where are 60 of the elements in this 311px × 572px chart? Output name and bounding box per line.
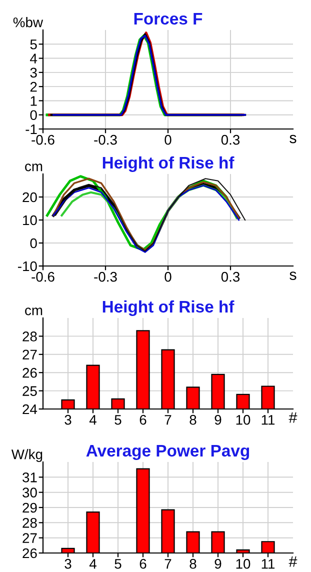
y-tick-label: 28 (22, 518, 37, 528)
y-tick-label: 25 (22, 386, 37, 396)
y-tick-label: 24 (22, 404, 38, 414)
x-tick-label: -0.6 (32, 134, 54, 145)
y-axis-title: W/kg (11, 449, 42, 462)
x-tick-label: 11 (262, 415, 275, 425)
y-tick-label: 5 (30, 40, 37, 50)
chart-title: Height of Rise hf (102, 156, 234, 172)
y-tick-label: 0 (30, 110, 37, 120)
x-tick-label: -0.6 (32, 272, 54, 282)
x-tick-label: 7 (164, 559, 172, 569)
x-tick-label: 5 (114, 559, 122, 569)
y-tick-label: 26 (22, 548, 37, 558)
y-tick-label: 0 (30, 238, 37, 248)
y-tick-label: -1 (26, 124, 37, 134)
x-tick-label: 0.3 (221, 134, 240, 145)
x-tick-label: -0.3 (94, 272, 117, 282)
x-tick-label: 6 (140, 558, 146, 569)
y-tick-label: 20 (22, 192, 37, 202)
y-tick-label: 1 (30, 96, 37, 106)
x-axis-title: s (290, 134, 296, 144)
x-tick-label: 8 (190, 414, 196, 425)
y-tick-label: 28 (22, 332, 37, 342)
y-axis-title: cm (25, 308, 42, 316)
y-tick-label: -10 (18, 261, 37, 272)
y-tick-label: 2 (30, 82, 37, 92)
x-tick-label: -0.3 (94, 134, 117, 145)
x-tick-label: 0.3 (221, 272, 240, 282)
x-tick-label: 9 (214, 414, 222, 425)
chart-title: Height of Rise hf (102, 300, 234, 316)
y-tick-label: 26 (22, 368, 37, 378)
x-tick-label: 10 (236, 558, 250, 569)
x-tick-label: 4 (89, 559, 96, 569)
y-tick-label: 4 (30, 54, 38, 64)
y-tick-label: 27 (22, 533, 37, 543)
x-tick-label: 7 (164, 415, 172, 425)
y-tick-label: 3 (30, 68, 37, 78)
y-axis-title: cm (25, 164, 42, 172)
x-tick-label: 11 (262, 559, 275, 569)
y-tick-label: 31 (22, 472, 37, 482)
x-tick-label: 6 (140, 414, 146, 425)
x-tick-label: 4 (89, 415, 96, 425)
y-tick-label: 29 (22, 502, 37, 513)
x-tick-label: 3 (64, 414, 72, 425)
y-tick-label: 30 (22, 488, 37, 498)
x-tick-label: 9 (214, 558, 222, 569)
x-tick-label: 3 (64, 558, 72, 569)
x-axis-title: # (288, 412, 298, 423)
y-tick-label: 27 (22, 350, 37, 360)
x-tick-label: 8 (190, 558, 196, 569)
y-axis-title: %bw (13, 17, 44, 28)
x-tick-label: 10 (236, 414, 250, 425)
chart-title: Forces F (134, 12, 202, 25)
x-axis-title: s (290, 272, 296, 280)
chart-title: Average Power Pavg (86, 444, 250, 460)
x-axis-title: # (288, 556, 298, 567)
x-tick-label: 5 (114, 415, 122, 425)
y-tick-label: 10 (23, 215, 37, 226)
x-tick-label: 0 (164, 134, 172, 145)
x-tick-label: 0 (164, 272, 172, 282)
